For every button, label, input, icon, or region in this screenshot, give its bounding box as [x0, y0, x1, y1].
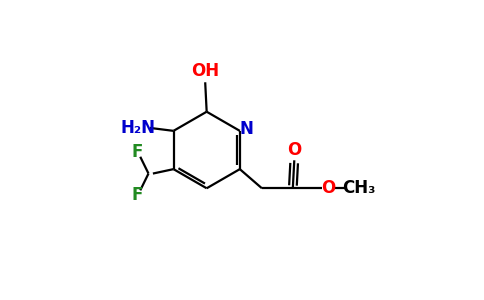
Text: OH: OH [191, 62, 219, 80]
Text: CH₃: CH₃ [342, 179, 375, 197]
Text: F: F [132, 143, 143, 161]
Text: H₂N: H₂N [121, 119, 156, 137]
Text: F: F [132, 186, 143, 204]
Text: O: O [321, 179, 335, 197]
Text: O: O [287, 141, 302, 159]
Text: N: N [240, 120, 253, 138]
